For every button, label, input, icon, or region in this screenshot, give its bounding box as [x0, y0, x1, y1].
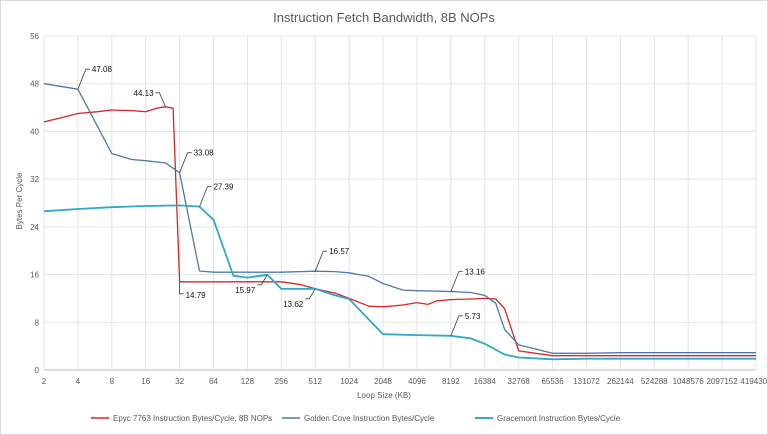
data-label-leader — [179, 281, 184, 295]
x-tick-label: 4096 — [408, 377, 426, 386]
data-label-leader — [305, 288, 316, 300]
data-label-text: 33.08 — [194, 149, 215, 158]
x-tick-label: 65536 — [541, 377, 564, 386]
golden-cove-series-line — [43, 83, 756, 354]
data-label: 13.62 — [283, 288, 316, 309]
x-tick-label: 512 — [309, 377, 323, 386]
x-tick-label: 2048 — [374, 377, 392, 386]
x-tick-label: 4 — [76, 377, 81, 386]
y-tick-label: 16 — [30, 271, 39, 280]
data-label: 47.08 — [77, 65, 113, 90]
data-label-text: 14.79 — [186, 291, 207, 300]
x-tick-label: 32768 — [508, 377, 531, 386]
data-label: 13.16 — [450, 268, 486, 292]
y-axis-title: Bytes Per Cycle — [15, 172, 24, 229]
data-label-text: 5.73 — [465, 312, 481, 321]
data-label-text: 13.62 — [283, 300, 304, 309]
x-tick-label: 8192 — [442, 377, 460, 386]
x-tick-label: 16384 — [474, 377, 497, 386]
y-axis-ticks: 0 8 16 24 32 40 48 56 — [30, 32, 39, 375]
data-label-leader — [77, 68, 90, 90]
data-label: 33.08 — [179, 149, 215, 173]
data-label-text: 15.97 — [235, 286, 256, 295]
y-tick-label: 40 — [30, 127, 39, 136]
x-axis-title: Loop Size (KB) — [357, 391, 411, 400]
legend-label: Golden Cove Instruction Bytes/Cycle — [304, 414, 435, 423]
x-tick-label: 262144 — [607, 377, 634, 386]
data-label-leader — [199, 186, 212, 207]
y-tick-label: 8 — [35, 318, 40, 327]
legend: Epyc 7763 Instruction Bytes/Cycle, 8B NO… — [91, 414, 621, 423]
x-tick-label: 32 — [175, 377, 184, 386]
y-tick-label: 0 — [35, 366, 40, 375]
data-label: 27.39 — [199, 183, 234, 207]
grid — [43, 35, 757, 371]
data-label: 5.73 — [450, 312, 481, 336]
x-tick-label: 131072 — [573, 377, 600, 386]
series-lines — [43, 83, 756, 361]
x-axis-ticks: 2 4 8 16 32 64 128 256 512 1024 2048 4096 8192 16384 3… — [42, 377, 767, 386]
epyc-7763-series-line — [43, 106, 756, 357]
data-label-leader — [155, 92, 166, 107]
data-label: 44.13 — [134, 89, 166, 107]
data-label-text: 47.08 — [92, 65, 113, 74]
x-tick-label: 256 — [275, 377, 289, 386]
y-tick-label: 32 — [30, 175, 39, 184]
y-tick-label: 56 — [30, 32, 39, 41]
chart-title: Instruction Fetch Bandwidth, 8B NOPs — [273, 10, 495, 25]
x-tick-label: 16 — [141, 377, 150, 386]
y-tick-label: 48 — [30, 80, 39, 89]
x-tick-label: 524288 — [641, 377, 668, 386]
data-label-leader — [314, 250, 328, 272]
x-tick-label: 128 — [241, 377, 255, 386]
x-tick-label: 8 — [110, 377, 115, 386]
data-label-leader — [257, 274, 268, 286]
data-label-leader — [450, 315, 463, 336]
data-annotations: 47.08 44.13 33.08 27.39 14.79 15.97 16.57 13.62… — [77, 65, 486, 336]
legend-item: Epyc 7763 Instruction Bytes/Cycle, 8B NO… — [91, 414, 272, 423]
data-label-text: 13.16 — [465, 268, 486, 277]
data-label: 15.97 — [235, 274, 268, 295]
data-label: 16.57 — [314, 247, 350, 272]
data-label-text: 27.39 — [213, 183, 234, 192]
x-tick-label: 1024 — [340, 377, 358, 386]
legend-item: Golden Cove Instruction Bytes/Cycle — [282, 414, 435, 423]
x-tick-label: 2097152 — [707, 377, 739, 386]
data-label-leader — [450, 271, 463, 292]
legend-label: Gracemont Instruction Bytes/Cycle — [497, 414, 621, 423]
data-label-text: 16.57 — [329, 247, 350, 256]
data-label-leader — [179, 152, 192, 173]
legend-label: Epyc 7763 Instruction Bytes/Cycle, 8B NO… — [113, 414, 272, 423]
data-label-text: 44.13 — [134, 89, 155, 98]
y-tick-label: 24 — [30, 223, 39, 232]
x-tick-label: 1048576 — [673, 377, 705, 386]
x-tick-label: 64 — [209, 377, 218, 386]
gracemont-series-line — [43, 204, 756, 361]
legend-item: Gracemont Instruction Bytes/Cycle — [475, 414, 621, 423]
x-tick-label: 2 — [42, 377, 47, 386]
data-label: 14.79 — [179, 281, 207, 300]
